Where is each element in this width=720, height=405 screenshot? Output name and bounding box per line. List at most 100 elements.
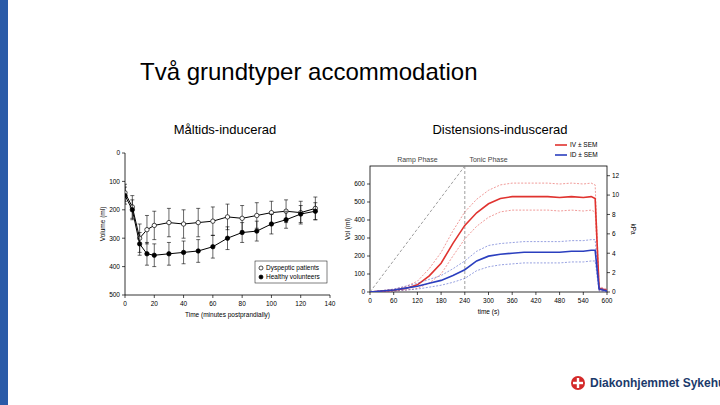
error-bar-cap <box>269 214 273 215</box>
error-bar-cap <box>255 202 259 203</box>
series-line <box>125 193 315 238</box>
error-bar-cap <box>145 242 149 243</box>
x-axis <box>125 295 330 296</box>
error-bar-cap <box>167 242 171 243</box>
logo-icon <box>573 382 583 384</box>
error-bar <box>299 201 303 224</box>
sem-band <box>370 210 607 292</box>
data-point <box>137 242 141 246</box>
x-tick-label: 100 <box>266 300 277 307</box>
x-tick-label: 140 <box>325 300 336 307</box>
error-bar-cap <box>196 236 200 237</box>
data-point <box>145 227 149 231</box>
error-bar <box>152 244 156 267</box>
background <box>0 0 720 405</box>
y-tick <box>367 238 370 239</box>
error-bar <box>284 211 288 228</box>
error-bar-cap <box>211 206 215 207</box>
plot-area <box>370 166 607 292</box>
error-bar-cap <box>313 202 317 203</box>
y-tick-label: 600 <box>354 180 365 187</box>
error-bar <box>182 210 186 238</box>
error-bar-cap <box>284 211 288 212</box>
data-point <box>284 218 288 222</box>
data-point <box>255 213 259 217</box>
legend-label: IV ± SEM <box>570 141 597 148</box>
y2-tick <box>607 195 610 196</box>
legend-line <box>555 144 567 146</box>
x-tick <box>535 292 536 295</box>
data-point <box>255 229 259 233</box>
error-bar-cap <box>167 208 171 209</box>
error-bar <box>284 200 288 223</box>
data-point <box>181 250 185 254</box>
error-bar <box>125 187 127 204</box>
error-bar-cap <box>125 184 127 185</box>
y-tick-label: 200 <box>354 252 365 259</box>
x-tick <box>607 292 608 295</box>
error-bar-cap <box>269 233 273 234</box>
x-tick-label: 240 <box>459 297 470 304</box>
error-bar-cap <box>211 235 215 236</box>
y2-tick-label: 2 <box>612 269 616 276</box>
x-tick <box>154 295 155 298</box>
error-bar-cap <box>138 255 142 256</box>
legend-marker <box>259 266 263 270</box>
error-bar-cap <box>226 249 230 250</box>
error-bar <box>196 240 200 263</box>
x-tick-label: 480 <box>554 297 565 304</box>
error-bar-cap <box>145 215 149 216</box>
x-tick <box>464 292 465 295</box>
y-tick-label: 300 <box>354 234 365 241</box>
y2-tick <box>607 253 610 254</box>
error-bar-cap <box>125 187 127 188</box>
data-point <box>269 222 273 226</box>
sem-band <box>370 183 607 292</box>
y2-tick-label: 10 <box>612 191 620 198</box>
error-bar-cap <box>299 201 303 202</box>
x-tick-label: 120 <box>412 297 423 304</box>
y2-tick-label: 0 <box>612 288 616 295</box>
error-bar-cap <box>313 197 317 198</box>
slide: Två grundtyper accommodationDiakonhjemme… <box>0 0 720 405</box>
error-bar-cap <box>284 228 288 229</box>
x-tick <box>183 295 184 298</box>
error-bar-cap <box>226 226 230 227</box>
chart: Måltids-inducerad02040608010012014001002… <box>99 122 336 319</box>
y-axis-label: Volume (ml) <box>99 207 107 242</box>
data-point <box>152 253 156 257</box>
error-bar-cap <box>269 201 273 202</box>
logo-text: Diakonhjemmet Sykehus <box>590 376 720 390</box>
error-bar <box>313 203 317 220</box>
error-bar <box>211 207 215 235</box>
error-bar-cap <box>130 199 134 200</box>
x-tick-label: 540 <box>578 297 589 304</box>
error-bar-cap <box>211 258 215 259</box>
error-bar-cap <box>182 263 186 264</box>
error-bar-cap <box>299 205 303 206</box>
x-tick <box>271 295 272 298</box>
x-tick-label: 40 <box>180 300 188 307</box>
legend-label: Dyspeptic patients <box>266 264 320 272</box>
error-bar-cap <box>226 204 230 205</box>
error-bar-cap <box>196 239 200 240</box>
x-tick-label: 0 <box>123 300 127 307</box>
series-line <box>370 197 607 292</box>
y2-tick-label: 6 <box>612 230 616 237</box>
error-bar-cap <box>255 221 259 222</box>
y-tick-label: 100 <box>354 270 365 277</box>
error-bar-cap <box>255 241 259 242</box>
y-tick <box>122 153 125 154</box>
data-point <box>225 215 229 219</box>
y-tick <box>367 220 370 221</box>
x-tick <box>417 292 418 295</box>
y2-tick <box>607 214 610 215</box>
y-axis <box>125 153 126 295</box>
data-point <box>145 252 149 256</box>
annotation: Ramp Phase <box>397 156 438 164</box>
error-bar-cap <box>182 241 186 242</box>
y-tick <box>367 256 370 257</box>
x-tick <box>242 295 243 298</box>
error-bar <box>196 208 200 236</box>
error-bar <box>145 215 149 243</box>
